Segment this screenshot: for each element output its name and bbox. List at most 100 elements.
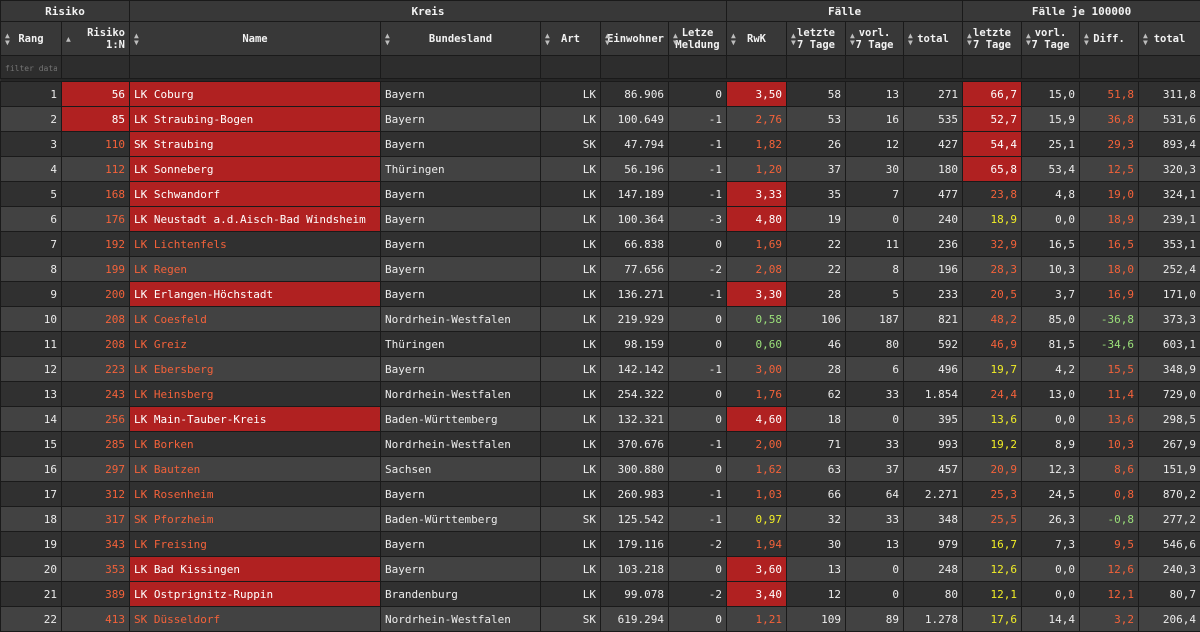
filter-cell[interactable] bbox=[541, 56, 601, 79]
cell-letzte-7-tage: 66 bbox=[787, 482, 846, 507]
filter-cell[interactable] bbox=[727, 56, 787, 79]
cell-letzte-meldung: -1 bbox=[669, 357, 727, 382]
cell-total: 236 bbox=[904, 232, 963, 257]
cell-art: SK bbox=[541, 507, 601, 532]
cell-total: 80 bbox=[904, 582, 963, 607]
cell-letzte-meldung: 0 bbox=[669, 457, 727, 482]
cell-je100k-vorl-7-tage: 4,8 bbox=[1022, 182, 1080, 207]
cell-letzte-meldung: 0 bbox=[669, 307, 727, 332]
cell-je100k-vorl-7-tage: 3,7 bbox=[1022, 282, 1080, 307]
column-header-rwk[interactable]: ▲ ▼RwK bbox=[727, 22, 787, 56]
cell-je100k-letzte-7-tage: 16,7 bbox=[963, 532, 1022, 557]
column-header-total[interactable]: ▲ ▼total bbox=[904, 22, 963, 56]
column-header-p-letzte7[interactable]: ▲ ▼letzte 7 Tage bbox=[963, 22, 1022, 56]
filter-cell[interactable] bbox=[787, 56, 846, 79]
cell-je100k-letzte-7-tage: 20,9 bbox=[963, 457, 1022, 482]
cell-je100k-vorl-7-tage: 15,0 bbox=[1022, 82, 1080, 107]
cell-bundesland: Bayern bbox=[381, 532, 541, 557]
cell-je100k-diff: 36,8 bbox=[1080, 107, 1139, 132]
filter-cell[interactable] bbox=[130, 56, 381, 79]
cell-je100k-total: 893,4 bbox=[1139, 132, 1200, 157]
cell-name: LK Greiz bbox=[130, 332, 381, 357]
column-header-letzte7[interactable]: ▲ ▼letzte 7 Tage bbox=[787, 22, 846, 56]
cell-name: LK Bautzen bbox=[130, 457, 381, 482]
column-header-rang[interactable]: ▲ ▼Rang bbox=[1, 22, 62, 56]
cell-bundesland: Thüringen bbox=[381, 157, 541, 182]
cell-bundesland: Sachsen bbox=[381, 457, 541, 482]
cell-total: 979 bbox=[904, 532, 963, 557]
cell-name: LK Main-Tauber-Kreis bbox=[130, 407, 381, 432]
cell-name: LK Coburg bbox=[130, 82, 381, 107]
filter-cell[interactable] bbox=[846, 56, 904, 79]
cell-total: 496 bbox=[904, 357, 963, 382]
column-header-p-diff[interactable]: ▲ ▼Diff. bbox=[1080, 22, 1139, 56]
cell-rwk: 1,62 bbox=[727, 457, 787, 482]
cell-vorl-7-tage: 80 bbox=[846, 332, 904, 357]
column-header-name[interactable]: ▲ ▼Name bbox=[130, 22, 381, 56]
cell-letzte-7-tage: 35 bbox=[787, 182, 846, 207]
cell-je100k-letzte-7-tage: 25,5 bbox=[963, 507, 1022, 532]
cell-risiko: 199 bbox=[62, 257, 130, 282]
cell-letzte-meldung: -2 bbox=[669, 257, 727, 282]
filter-cell[interactable] bbox=[1139, 56, 1200, 79]
cell-rwk: 0,58 bbox=[727, 307, 787, 332]
column-header-vorl7[interactable]: ▲ ▼vorl. 7 Tage bbox=[846, 22, 904, 56]
sort-icon: ▲ ▼ bbox=[5, 32, 10, 46]
cell-rwk: 2,76 bbox=[727, 107, 787, 132]
cell-letzte-meldung: -1 bbox=[669, 132, 727, 157]
filter-cell[interactable] bbox=[904, 56, 963, 79]
filter-cell[interactable] bbox=[601, 56, 669, 79]
cell-name: LK Heinsberg bbox=[130, 382, 381, 407]
filter-cell[interactable] bbox=[381, 56, 541, 79]
filter-cell[interactable] bbox=[62, 56, 130, 79]
column-header-bundesland[interactable]: ▲ ▼Bundesland bbox=[381, 22, 541, 56]
cell-art: LK bbox=[541, 82, 601, 107]
filter-cell[interactable] bbox=[963, 56, 1022, 79]
cell-einwohner: 370.676 bbox=[601, 432, 669, 457]
cell-je100k-letzte-7-tage: 20,5 bbox=[963, 282, 1022, 307]
cell-total: 1.854 bbox=[904, 382, 963, 407]
filter-cell[interactable] bbox=[669, 56, 727, 79]
column-header-art[interactable]: ▲ ▼Art bbox=[541, 22, 601, 56]
filter-cell[interactable] bbox=[1, 56, 62, 79]
sort-icon: ▲ ▼ bbox=[967, 32, 972, 46]
column-header-p-total[interactable]: ▲ ▼total bbox=[1139, 22, 1200, 56]
cell-name: SK Straubing bbox=[130, 132, 381, 157]
cell-letzte-meldung: -2 bbox=[669, 532, 727, 557]
filter-input[interactable] bbox=[5, 64, 57, 73]
column-header-einwohner[interactable]: ▲ ▼Einwohner bbox=[601, 22, 669, 56]
cell-rang: 3 bbox=[1, 132, 62, 157]
column-header-risiko[interactable]: ▲Risiko 1:N bbox=[62, 22, 130, 56]
cell-total: 535 bbox=[904, 107, 963, 132]
cell-rwk: 1,20 bbox=[727, 157, 787, 182]
sort-icon: ▲ ▼ bbox=[850, 32, 855, 46]
filter-cell[interactable] bbox=[1022, 56, 1080, 79]
filter-cell[interactable] bbox=[1080, 56, 1139, 79]
column-header-p-vorl7[interactable]: ▲ ▼vorl. 7 Tage bbox=[1022, 22, 1080, 56]
cell-total: 248 bbox=[904, 557, 963, 582]
cell-name: SK Düsseldorf bbox=[130, 607, 381, 632]
column-header-letzte-meldung[interactable]: ▲ ▼Letze Meldung bbox=[669, 22, 727, 56]
